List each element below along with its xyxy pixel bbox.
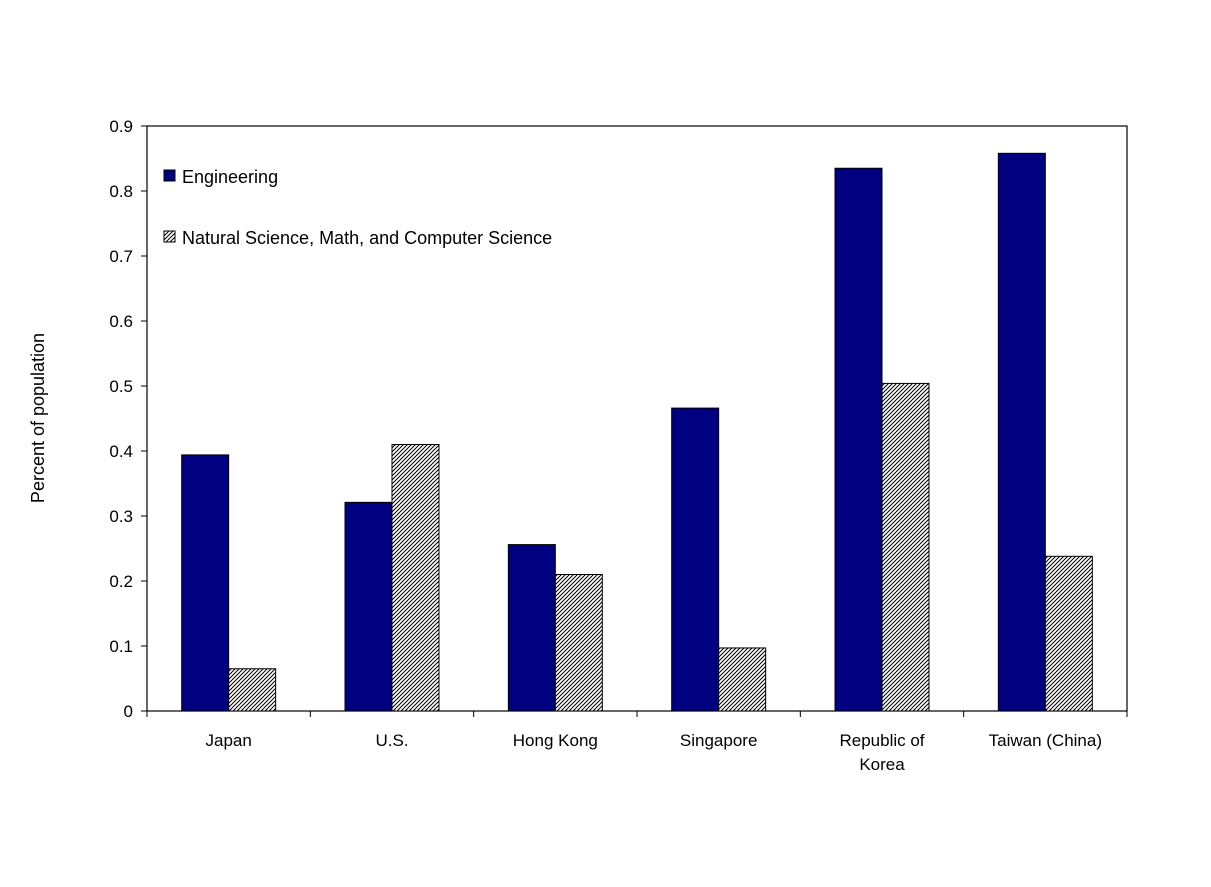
plot-frame (146, 125, 1128, 712)
x-tick-label-line: Taiwan (China) (989, 731, 1102, 750)
bar-engineering-2 (507, 544, 556, 712)
x-tick-label: Taiwan (China) (989, 731, 1102, 750)
y-tick-label: 0.1 (109, 637, 133, 656)
bar-science-0 (228, 668, 277, 712)
bar-science-5 (1044, 555, 1093, 712)
legend-swatch (163, 169, 176, 182)
bar-engineering-5 (997, 152, 1046, 712)
y-tick-label: 0.4 (109, 442, 133, 461)
x-tick-label-line: Hong Kong (513, 731, 598, 750)
y-tick-label: 0.8 (109, 182, 133, 201)
plot-area (146, 125, 1128, 712)
x-tick-label: Republic of Korea (839, 731, 924, 774)
y-tick-label: 0.2 (109, 572, 133, 591)
y-tick-label: 0.6 (109, 312, 133, 331)
y-tick-label: 0.5 (109, 377, 133, 396)
axes: 0 0.1 0.2 0.3 0.4 0.5 0.6 0.7 0.8 0.9 Japan U.S. Hon… (109, 117, 1128, 774)
bar-engineering-3 (671, 407, 720, 712)
y-tick-label: 0 (124, 702, 133, 721)
x-tick-label-line: U.S. (375, 731, 408, 750)
y-axis-label: Percent of population (28, 333, 48, 503)
legend-label: Engineering (182, 167, 278, 187)
bar-science-2 (554, 574, 603, 712)
legend-label: Natural Science, Math, and Computer Scie… (182, 228, 552, 248)
bar-engineering-4 (834, 167, 883, 712)
y-tick-label: 0.9 (109, 117, 133, 136)
bar-science-3 (718, 647, 767, 712)
bar-science-4 (881, 382, 930, 712)
x-tick-label: Singapore (680, 731, 758, 750)
bar-engineering-0 (181, 454, 230, 712)
x-tick-label: Japan (206, 731, 252, 750)
x-tick-label-line: Singapore (680, 731, 758, 750)
x-tick-label-line: Korea (859, 755, 905, 774)
legend-swatch (163, 230, 176, 243)
y-tick-label: 0.3 (109, 507, 133, 526)
x-tick-label-line: Japan (206, 731, 252, 750)
x-tick-label: U.S. (375, 731, 408, 750)
bar-science-1 (391, 444, 440, 712)
legend: Engineering Natural Science, Math, and Co… (163, 167, 552, 248)
bars (181, 152, 1093, 712)
x-tick-label-line: Republic of (839, 731, 924, 750)
y-tick-label: 0.7 (109, 247, 133, 266)
x-tick-label: Hong Kong (513, 731, 598, 750)
bar-engineering-1 (344, 501, 393, 712)
